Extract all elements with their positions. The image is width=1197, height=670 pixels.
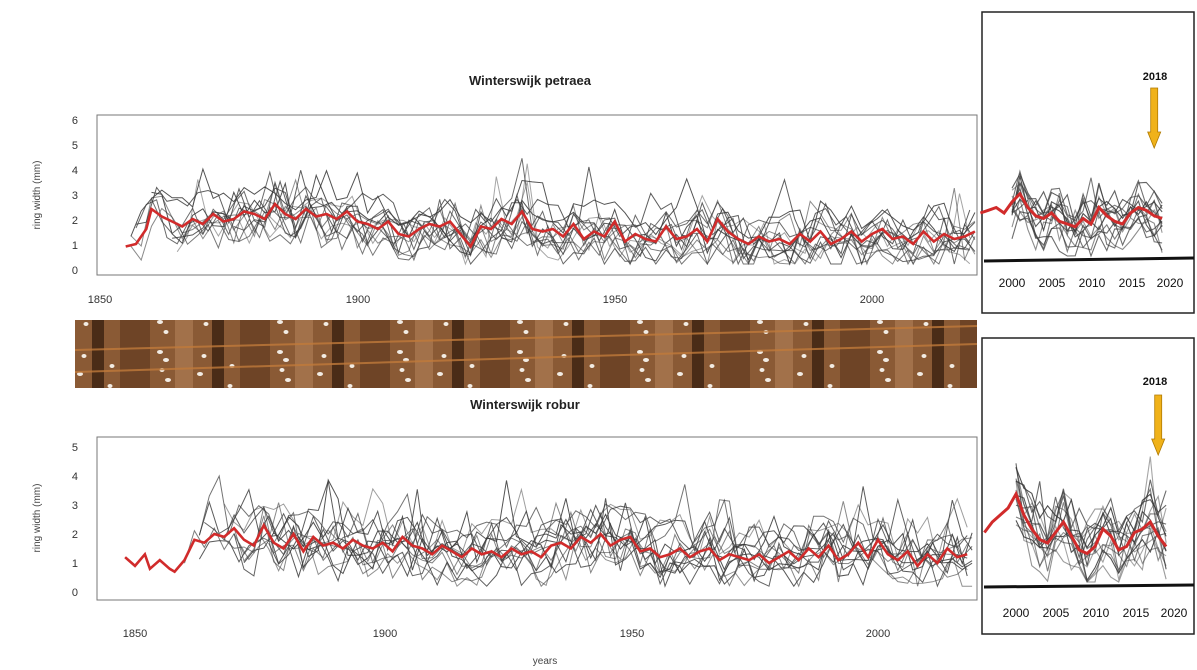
individual-series-line (233, 199, 976, 266)
x-ticks: 1850 1900 1950 2000 (123, 628, 890, 640)
x-ticks: 1850 1900 1950 2000 (88, 294, 884, 306)
petraea-chart: Winterswijk petraea ring width (mm) 0 1 … (32, 73, 978, 306)
individual-series-line (204, 497, 968, 564)
x-tick-label: 2000 (999, 276, 1026, 290)
y-axis-label: ring width (mm) (32, 484, 43, 553)
individual-series-line (1011, 208, 1163, 254)
individual-series-line (217, 201, 970, 266)
y-tick-label: 0 (72, 587, 78, 599)
individual-series-line (1011, 195, 1163, 242)
y-tick-label: 3 (72, 500, 78, 512)
y-tick-label: 6 (72, 115, 78, 127)
core-scan-line (74, 325, 978, 351)
y-tick-label: 4 (72, 165, 78, 177)
y-tick-label: 5 (72, 140, 78, 152)
x-tick-label: 2005 (1039, 276, 1066, 290)
arrow-2018-icon (1151, 394, 1166, 457)
y-tick-label: 5 (72, 442, 78, 454)
x-axis-label: years (533, 656, 557, 667)
year-2018-label: 2018 (1143, 376, 1167, 388)
individual-series-line (1015, 479, 1167, 546)
individual-series-group (184, 474, 973, 588)
individual-series-line (198, 474, 973, 562)
x-ticks: 2000 2005 2010 2015 2020 (999, 276, 1184, 290)
y-tick-label: 4 (72, 471, 78, 483)
individual-series-line (1015, 481, 1167, 570)
chart-title: Winterswijk petraea (469, 73, 592, 88)
x-ticks: 2000 2005 2010 2015 2020 (1003, 606, 1188, 620)
x-tick-label: 2005 (1043, 606, 1070, 620)
x-tick-label: 2000 (1003, 606, 1030, 620)
inset-x-axis (983, 583, 1195, 589)
wood-core-image (74, 320, 978, 388)
y-tick-label: 1 (72, 240, 78, 252)
individual-series-line (1011, 172, 1163, 226)
individual-series-line (1015, 520, 1167, 582)
x-tick-label: 1850 (88, 294, 112, 306)
inset-frame (981, 11, 1195, 314)
wood-core-strip (75, 320, 977, 388)
individual-series-line (1015, 456, 1167, 542)
y-ticks: 0 1 2 3 4 5 6 (72, 115, 78, 277)
x-tick-label: 2000 (860, 294, 884, 306)
y-tick-label: 2 (72, 529, 78, 541)
plot-frame (96, 436, 978, 601)
x-tick-label: 2015 (1123, 606, 1150, 620)
individual-series-line (130, 167, 976, 245)
individual-series-line (1015, 523, 1167, 583)
x-tick-label: 2010 (1079, 276, 1106, 290)
mean-series-line (983, 490, 1168, 556)
x-tick-label: 1850 (123, 628, 147, 640)
individual-series-line (268, 478, 973, 571)
individual-series-line (238, 501, 973, 576)
y-tick-label: 2 (72, 215, 78, 227)
individual-series-line (1015, 463, 1167, 560)
individual-series-line (1015, 498, 1167, 583)
x-tick-label: 1900 (373, 628, 397, 640)
mean-series-line (979, 191, 1163, 229)
individual-series-line (130, 182, 976, 253)
mean-series-line (124, 522, 968, 574)
individual-series-line (135, 170, 971, 260)
individual-series-line (1015, 496, 1167, 566)
individual-series-line (198, 498, 973, 588)
individual-series-line (1011, 192, 1163, 253)
individual-series-line (1015, 479, 1167, 533)
y-tick-label: 1 (72, 558, 78, 570)
x-tick-label: 1950 (620, 628, 644, 640)
y-axis-label: ring width (mm) (32, 161, 43, 230)
arrow-2018-icon (1147, 87, 1162, 150)
x-tick-label: 2015 (1119, 276, 1146, 290)
x-tick-label: 2010 (1083, 606, 1110, 620)
petraea-inset-chart: 2018 2000 2005 2010 2015 2020 (979, 11, 1195, 314)
y-tick-label: 3 (72, 190, 78, 202)
individual-series-line (151, 173, 976, 261)
y-tick-label: 0 (72, 265, 78, 277)
robur-chart: Winterswijk robur ring width (mm) years … (32, 397, 978, 667)
x-tick-label: 2000 (866, 628, 890, 640)
robur-inset-chart: 2018 2000 2005 2010 2015 2020 (981, 337, 1195, 635)
individual-series-line (258, 533, 973, 588)
x-tick-label: 1900 (346, 294, 370, 306)
x-tick-label: 2020 (1157, 276, 1184, 290)
x-tick-label: 1950 (603, 294, 627, 306)
y-ticks: 0 1 2 3 4 5 (72, 442, 78, 599)
plot-frame (96, 114, 978, 276)
inset-x-axis (983, 256, 1195, 263)
x-tick-label: 2020 (1161, 606, 1188, 620)
individual-series-line (1011, 169, 1163, 230)
individual-series-line (130, 188, 976, 266)
chart-title: Winterswijk robur (470, 397, 580, 412)
individual-series-line (181, 178, 976, 266)
mean-series-line (125, 201, 976, 249)
core-scan-line (74, 343, 978, 373)
individual-series-line (1011, 198, 1163, 238)
individual-series-line (1015, 498, 1167, 582)
year-2018-label: 2018 (1143, 71, 1167, 83)
individual-series-line (176, 176, 971, 266)
individual-series-group (130, 158, 976, 266)
individual-series-line (243, 514, 968, 582)
